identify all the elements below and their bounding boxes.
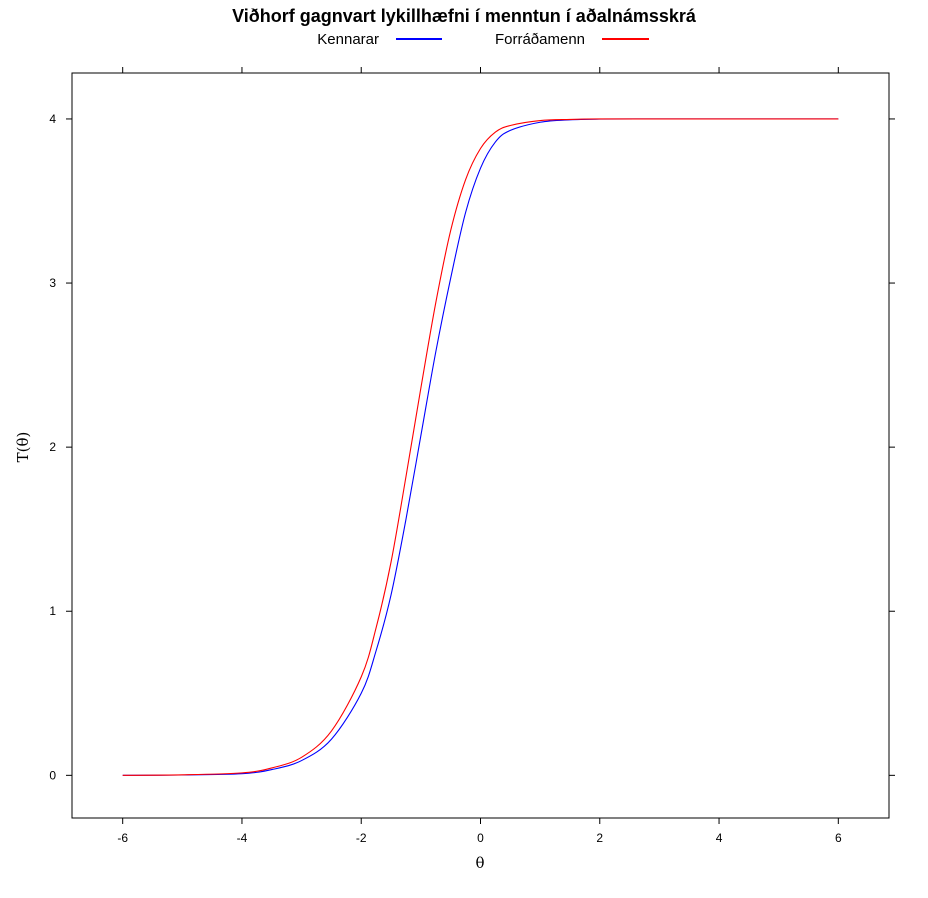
y-tick-label: 2 bbox=[49, 440, 56, 454]
legend-label: Forráðamenn bbox=[495, 31, 585, 48]
x-tick-label: 4 bbox=[716, 831, 723, 845]
x-axis-label: θ bbox=[475, 854, 484, 872]
legend-label: Kennarar bbox=[317, 31, 379, 48]
y-tick-label: 0 bbox=[49, 768, 56, 782]
x-tick-label: 6 bbox=[835, 831, 842, 845]
x-tick-label: -2 bbox=[356, 831, 367, 845]
y-tick-label: 1 bbox=[49, 604, 56, 618]
series-line-2 bbox=[122, 118, 839, 776]
x-tick-label: 2 bbox=[596, 831, 603, 845]
y-tick-label: 4 bbox=[49, 112, 56, 126]
x-tick-label: -6 bbox=[117, 831, 128, 845]
series-lines bbox=[122, 118, 839, 776]
y-axis-label: T(θ) bbox=[14, 432, 32, 463]
legend: Kennarar Forráðamenn bbox=[317, 31, 649, 48]
y-axis: 0 1 2 3 4 bbox=[49, 112, 895, 782]
x-tick-label: -4 bbox=[237, 831, 248, 845]
x-tick-label: 0 bbox=[477, 831, 484, 845]
series-line-1 bbox=[122, 118, 839, 776]
plot-frame bbox=[71, 72, 890, 819]
chart-title: Viðhorf gagnvart lykillhæfni í menntun í… bbox=[232, 6, 697, 26]
y-tick-label: 3 bbox=[49, 276, 56, 290]
x-axis: -6 -4 -2 0 2 4 6 bbox=[117, 67, 842, 845]
